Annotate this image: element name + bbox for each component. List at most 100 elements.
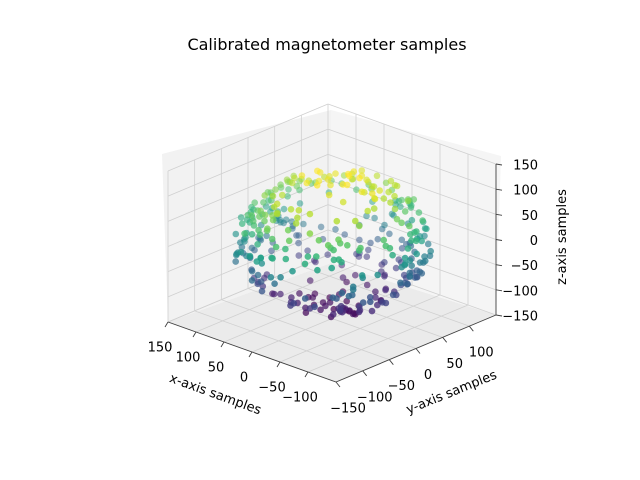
- z-tick-label: 100: [513, 184, 538, 199]
- x-tick-mark: [276, 361, 281, 368]
- data-point: [257, 278, 265, 285]
- data-point: [296, 290, 303, 297]
- data-point: [363, 212, 370, 220]
- data-point: [376, 187, 384, 194]
- data-point: [254, 241, 261, 248]
- data-point: [237, 248, 245, 256]
- data-point: [398, 245, 406, 252]
- grid-z-left-wall: [167, 153, 329, 222]
- data-point: [273, 210, 281, 218]
- data-point: [385, 188, 392, 196]
- y-tick-mark: [415, 348, 421, 354]
- data-point: [412, 237, 420, 245]
- data-point: [413, 228, 420, 235]
- data-point: [356, 222, 363, 230]
- data-point: [302, 309, 310, 317]
- data-point: [386, 230, 393, 238]
- data-point: [406, 257, 414, 264]
- data-point: [374, 301, 381, 309]
- x-tick-mark: [304, 371, 309, 378]
- data-point: [404, 280, 411, 288]
- z-tick-mark: [495, 289, 503, 292]
- data-point: [358, 188, 366, 196]
- data-point: [328, 264, 336, 272]
- data-point: [397, 203, 404, 210]
- data-point: [251, 199, 258, 206]
- data-point: [269, 192, 277, 200]
- data-point: [335, 256, 343, 263]
- data-point: [270, 290, 278, 298]
- chart-title: Calibrated magnetometer samples: [187, 35, 466, 54]
- data-point: [311, 303, 318, 311]
- x-tick-label: −100: [282, 391, 318, 406]
- x-axis-label: x-axis samples: [167, 371, 263, 418]
- data-point: [387, 199, 394, 206]
- y-tick-mark: [442, 337, 448, 343]
- data-point: [364, 207, 372, 215]
- data-point: [363, 281, 371, 289]
- data-point: [379, 299, 386, 306]
- data-point: [277, 181, 284, 188]
- data-point: [324, 251, 332, 258]
- data-point: [365, 246, 372, 254]
- grid-y-floor: [301, 265, 470, 327]
- data-point: [248, 267, 256, 275]
- data-point: [393, 182, 401, 190]
- data-point: [271, 280, 278, 288]
- data-point: [280, 205, 288, 213]
- data-point: [260, 199, 267, 206]
- data-point: [382, 286, 389, 294]
- data-point: [397, 279, 404, 287]
- data-point: [254, 271, 262, 279]
- data-point: [288, 179, 296, 187]
- data-point: [406, 222, 413, 230]
- grid-z-right-wall: [327, 254, 497, 316]
- floor-pane: [168, 263, 496, 382]
- data-point: [350, 168, 358, 175]
- data-point: [277, 290, 284, 298]
- data-point: [401, 254, 409, 262]
- data-point: [296, 200, 304, 207]
- x-tick-mark: [220, 341, 225, 348]
- z-tick-label: −150: [502, 310, 538, 325]
- z-tick-label: −100: [502, 284, 538, 299]
- data-point: [322, 302, 329, 310]
- y-tick-mark: [362, 370, 368, 377]
- data-point: [353, 186, 360, 193]
- data-point: [289, 267, 296, 275]
- data-point: [345, 292, 353, 300]
- data-point: [238, 220, 246, 227]
- data-point: [410, 196, 418, 203]
- z-tick-label: 150: [513, 159, 538, 174]
- data-point: [283, 176, 291, 183]
- data-point: [380, 236, 388, 244]
- data-point: [370, 205, 378, 212]
- data-point: [343, 297, 351, 305]
- data-point: [406, 273, 414, 281]
- data-point: [408, 216, 416, 224]
- z-tick-mark: [495, 188, 503, 191]
- data-point: [368, 307, 376, 315]
- data-point: [413, 250, 421, 258]
- x-tick-label: −50: [258, 381, 285, 396]
- y-tick-label: 50: [446, 357, 463, 372]
- data-point: [393, 215, 401, 223]
- grid-z-left-wall: [167, 229, 329, 298]
- data-point: [317, 223, 325, 231]
- y-tick-mark: [335, 381, 341, 388]
- data-point: [272, 243, 280, 251]
- grid-z-left-wall: [167, 103, 329, 172]
- data-point: [356, 174, 363, 182]
- data-point: [298, 172, 306, 179]
- data-point: [372, 288, 379, 296]
- data-point: [381, 273, 388, 280]
- data-point: [349, 286, 357, 294]
- y-tick-label: 0: [424, 368, 432, 383]
- data-point: [312, 258, 319, 266]
- data-point: [358, 272, 366, 279]
- data-point: [295, 207, 303, 214]
- data-point: [411, 274, 419, 281]
- data-point: [381, 259, 388, 266]
- data-point: [358, 167, 366, 174]
